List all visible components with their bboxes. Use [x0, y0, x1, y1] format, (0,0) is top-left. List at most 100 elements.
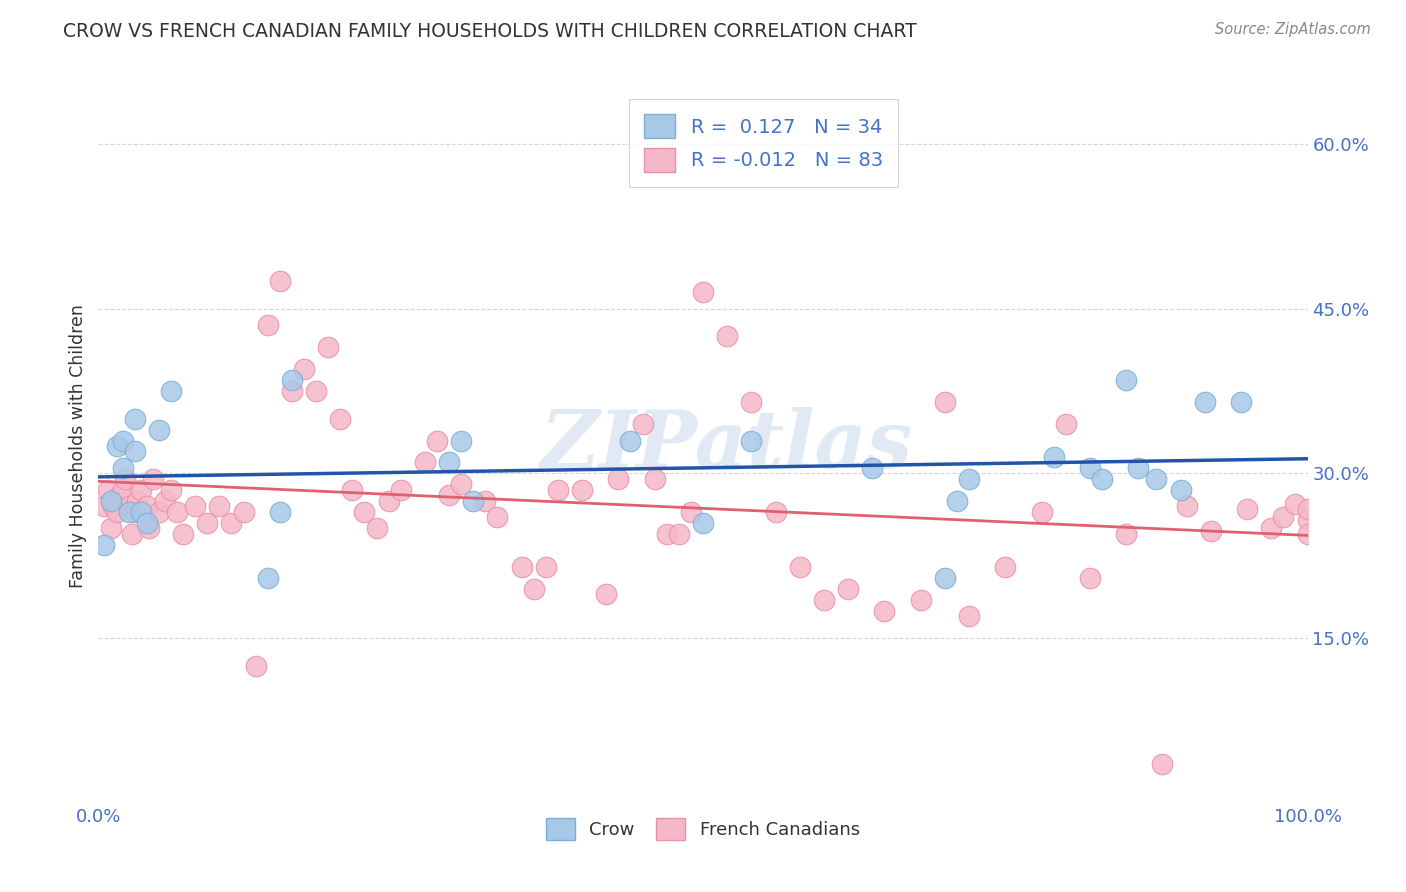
Point [118, 500, 141, 514]
Point [208, 500, 231, 514]
Point [426, 434, 449, 448]
Point [437, 488, 460, 502]
Point [1078, 571, 1101, 585]
Point [813, 592, 835, 607]
Point [873, 604, 896, 618]
Point [413, 455, 436, 469]
Point [934, 571, 956, 585]
Point [860, 461, 883, 475]
Point [105, 505, 128, 519]
Point [668, 526, 690, 541]
Point [534, 559, 557, 574]
Point [1170, 483, 1192, 497]
Point [644, 472, 666, 486]
Point [245, 658, 267, 673]
Point [118, 505, 141, 519]
Point [1115, 373, 1137, 387]
Point [1284, 497, 1306, 511]
Point [121, 526, 143, 541]
Point [142, 472, 165, 486]
Point [172, 526, 194, 541]
Point [1146, 472, 1168, 486]
Point [571, 483, 593, 497]
Point [957, 472, 980, 486]
Point [292, 362, 315, 376]
Point [437, 455, 460, 469]
Point [740, 395, 762, 409]
Point [789, 559, 811, 574]
Point [655, 526, 678, 541]
Point [256, 571, 278, 585]
Point [595, 587, 617, 601]
Point [195, 516, 218, 530]
Point [1152, 757, 1174, 772]
Point [148, 423, 170, 437]
Point [97, 483, 120, 497]
Point [1236, 501, 1258, 516]
Text: CROW VS FRENCH CANADIAN FAMILY HOUSEHOLDS WITH CHILDREN CORRELATION CHART: CROW VS FRENCH CANADIAN FAMILY HOUSEHOLD… [63, 22, 917, 41]
Point [1260, 521, 1282, 535]
Point [256, 318, 278, 333]
Point [389, 483, 412, 497]
Point [740, 434, 762, 448]
Point [135, 516, 157, 530]
Point [305, 384, 328, 398]
Point [269, 274, 291, 288]
Point [1054, 417, 1077, 431]
Point [153, 494, 176, 508]
Point [1272, 510, 1295, 524]
Point [269, 505, 291, 519]
Point [837, 582, 859, 596]
Point [946, 494, 969, 508]
Point [100, 494, 122, 508]
Point [316, 340, 339, 354]
Point [679, 505, 702, 519]
Point [1296, 526, 1319, 541]
Point [221, 516, 243, 530]
Point [329, 411, 352, 425]
Point [100, 521, 122, 535]
Point [692, 285, 714, 300]
Point [910, 592, 932, 607]
Point [160, 384, 183, 398]
Point [463, 494, 485, 508]
Text: Source: ZipAtlas.com: Source: ZipAtlas.com [1215, 22, 1371, 37]
Point [547, 483, 569, 497]
Point [934, 395, 956, 409]
Point [366, 521, 388, 535]
Point [994, 559, 1017, 574]
Point [129, 505, 152, 519]
Point [1078, 461, 1101, 475]
Point [474, 494, 496, 508]
Point [232, 505, 254, 519]
Point [353, 505, 375, 519]
Point [1296, 501, 1319, 516]
Point [342, 483, 364, 497]
Point [281, 373, 304, 387]
Point [111, 434, 134, 448]
Point [108, 488, 131, 502]
Point [129, 483, 152, 497]
Point [101, 500, 124, 514]
Point [716, 329, 738, 343]
Point [450, 477, 472, 491]
Point [127, 494, 149, 508]
Point [281, 384, 304, 398]
Point [184, 500, 207, 514]
Point [765, 505, 787, 519]
Point [510, 559, 533, 574]
Point [111, 461, 134, 475]
Point [957, 609, 980, 624]
Point [93, 538, 115, 552]
Point [124, 505, 146, 519]
Point [148, 505, 170, 519]
Point [105, 439, 128, 453]
Point [114, 472, 136, 486]
Point [124, 444, 146, 458]
Point [692, 516, 714, 530]
Point [486, 510, 509, 524]
Point [111, 483, 134, 497]
Point [1199, 524, 1222, 538]
Point [1296, 512, 1319, 526]
Point [1230, 395, 1253, 409]
